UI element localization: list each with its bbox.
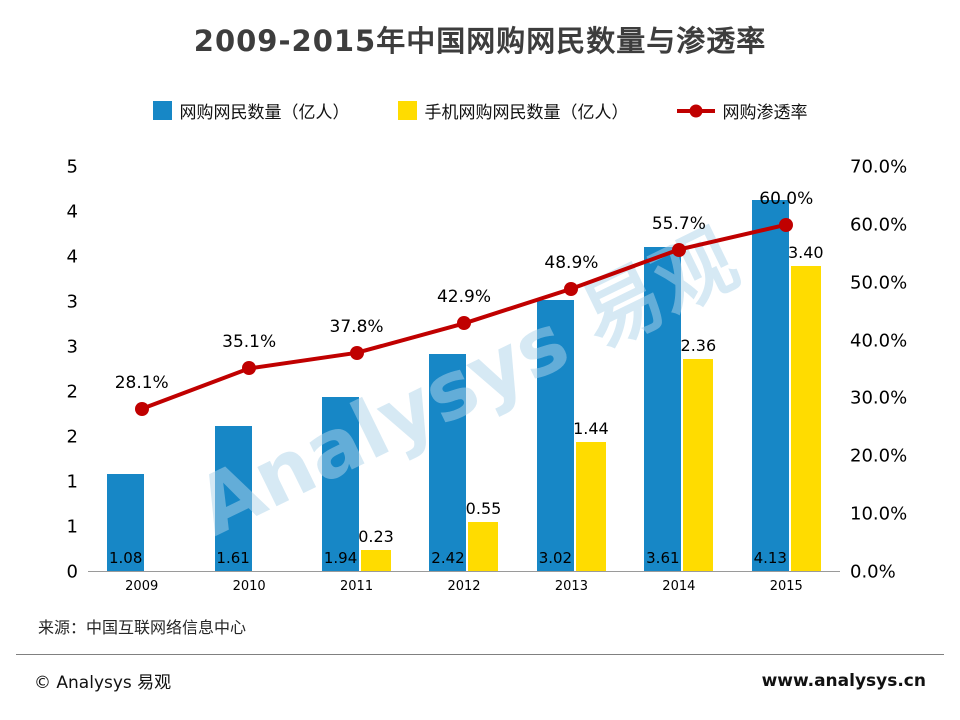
bar-online-shoppers-2012: 2.42 bbox=[429, 353, 467, 571]
left-axis-label: 2 bbox=[66, 426, 78, 448]
bar-online-shoppers-2010: 1.61 bbox=[214, 426, 252, 571]
right-axis-label: 60.0% bbox=[850, 214, 908, 236]
legend-item-0: 网购网民数量（亿人） bbox=[152, 98, 350, 123]
left-axis-label: 5 bbox=[66, 156, 78, 178]
left-axis-label: 4 bbox=[66, 201, 78, 223]
mobile-bar-value-label: 2.36 bbox=[680, 336, 717, 356]
mobile-bar-value-label: 3.40 bbox=[787, 242, 824, 262]
legend-label: 手机网购网民数量（亿人） bbox=[424, 103, 629, 123]
legend: 网购网民数量（亿人） 手机网购网民数量（亿人） 网购渗透率 bbox=[28, 98, 932, 123]
left-axis: 5 4 4 3 3 2 2 1 1 0 bbox=[28, 157, 80, 583]
bar-online-shoppers-2014: 3.61 bbox=[644, 246, 682, 571]
legend-swatch-icon bbox=[152, 101, 172, 120]
x-axis-label-2011: 2011 bbox=[340, 579, 374, 594]
chart-title: 2009-2015年中国网购网民数量与渗透率 bbox=[193, 24, 767, 58]
bar-value-label: 4.13 bbox=[753, 549, 787, 567]
right-axis-label: 10.0% bbox=[850, 503, 908, 525]
year-group-2012: 2.42 0.55 bbox=[410, 167, 517, 571]
left-axis-label: 1 bbox=[66, 471, 78, 493]
footer-copyright: © Analysys 易观 bbox=[34, 673, 172, 693]
penetration-label: 48.9% bbox=[544, 252, 599, 273]
x-axis-label-2015: 2015 bbox=[769, 579, 803, 594]
year-group-2009: 1.08 bbox=[88, 167, 195, 571]
right-axis-label: 30.0% bbox=[850, 387, 908, 409]
bar-online-shoppers-2013: 3.02 bbox=[536, 299, 574, 571]
legend-item-2: 网购渗透率 bbox=[676, 98, 808, 123]
bar-value-label: 2.42 bbox=[431, 549, 465, 567]
bar-value-label: 1.61 bbox=[216, 549, 250, 567]
penetration-label: 28.1% bbox=[114, 372, 169, 393]
penetration-line bbox=[141, 222, 787, 411]
penetration-label: 55.7% bbox=[651, 213, 706, 234]
x-axis-label-2013: 2013 bbox=[554, 579, 588, 594]
left-axis-label: 1 bbox=[66, 516, 78, 538]
right-axis-label: 20.0% bbox=[850, 445, 908, 467]
penetration-label: 60.0% bbox=[759, 188, 814, 209]
line-marker-icon bbox=[671, 242, 686, 257]
bar-online-shoppers-2011: 1.94 bbox=[322, 396, 360, 571]
line-marker-icon bbox=[779, 217, 794, 232]
line-marker-icon bbox=[457, 316, 471, 331]
bar-value-label: 3.61 bbox=[646, 549, 680, 567]
bar-mobile-shoppers-2011: 0.23 bbox=[358, 527, 394, 571]
bar-value-label: 1.08 bbox=[109, 549, 143, 567]
x-axis-label-2010: 2010 bbox=[232, 579, 266, 594]
x-axis-label-2014: 2014 bbox=[662, 579, 696, 594]
line-marker-icon bbox=[242, 361, 257, 376]
year-group-2013: 3.02 1.44 bbox=[518, 167, 625, 571]
bar-mobile-shoppers-2014: 2.36 bbox=[681, 336, 716, 571]
right-axis-label: 0.0% bbox=[850, 561, 896, 583]
legend-swatch-icon bbox=[397, 101, 417, 120]
bar-mobile-shoppers-2015: 3.40 bbox=[788, 243, 824, 571]
source-text: 来源：中国互联网络信息中心 bbox=[38, 618, 247, 637]
x-axis-label-2012: 2012 bbox=[447, 579, 481, 594]
right-axis: 70.0% 60.0% 50.0% 40.0% 30.0% 20.0% 10.0% 0.0% bbox=[848, 157, 932, 583]
year-group-2015: 4.13 3.40 bbox=[733, 167, 840, 571]
x-axis-label-2009: 2009 bbox=[125, 579, 159, 594]
year-group-2011: 1.94 0.23 bbox=[303, 167, 410, 571]
bar-mobile-shoppers-2012: 0.55 bbox=[466, 499, 501, 571]
line-marker-icon bbox=[349, 345, 364, 360]
bar-online-shoppers-2009: 1.08 bbox=[107, 474, 145, 571]
year-group-2010: 1.61 bbox=[195, 167, 302, 571]
right-axis-label: 70.0% bbox=[850, 156, 908, 178]
mobile-bar-value-label: 0.55 bbox=[465, 498, 502, 518]
year-group-2014: 3.61 2.36 bbox=[625, 167, 732, 571]
bar-value-label: 1.94 bbox=[323, 549, 358, 567]
penetration-label: 42.9% bbox=[436, 287, 492, 308]
mobile-bar-value-label: 1.44 bbox=[573, 418, 609, 438]
line-marker-icon bbox=[134, 401, 149, 416]
footer: © Analysys 易观 www.analysys.cn bbox=[28, 655, 932, 694]
mobile-bar-value-label: 0.23 bbox=[358, 527, 394, 547]
left-axis-label: 4 bbox=[66, 246, 78, 268]
footer-url[interactable]: www.analysys.cn bbox=[761, 670, 926, 691]
legend-label: 网购渗透率 bbox=[722, 103, 808, 123]
legend-item-1: 手机网购网民数量（亿人） bbox=[397, 98, 629, 123]
penetration-label: 37.8% bbox=[329, 316, 384, 337]
bar-online-shoppers-2015: 4.13 bbox=[751, 200, 789, 571]
left-axis-label: 3 bbox=[66, 291, 78, 313]
left-axis-label: 2 bbox=[66, 381, 78, 403]
bar-mobile-shoppers-2013: 1.44 bbox=[573, 419, 609, 571]
bar-value-label: 3.02 bbox=[538, 549, 573, 567]
legend-line-swatch-icon bbox=[676, 104, 715, 117]
left-axis-label: 0 bbox=[66, 561, 78, 583]
legend-line-dot-icon bbox=[689, 104, 702, 117]
line-marker-icon bbox=[564, 281, 579, 296]
legend-label: 网购网民数量（亿人） bbox=[179, 103, 350, 123]
right-axis-label: 50.0% bbox=[850, 272, 908, 294]
footer-divider bbox=[16, 654, 944, 655]
penetration-label: 35.1% bbox=[222, 332, 277, 353]
left-axis-label: 3 bbox=[66, 336, 78, 358]
plot-area: Analysys 易观 1.08 28.1% 1.61 35.1% 1.94 0.23 37… bbox=[88, 167, 840, 572]
x-axis: 2009 2010 2011 2012 2013 2014 2015 bbox=[88, 572, 840, 594]
right-axis-label: 40.0% bbox=[850, 330, 908, 352]
